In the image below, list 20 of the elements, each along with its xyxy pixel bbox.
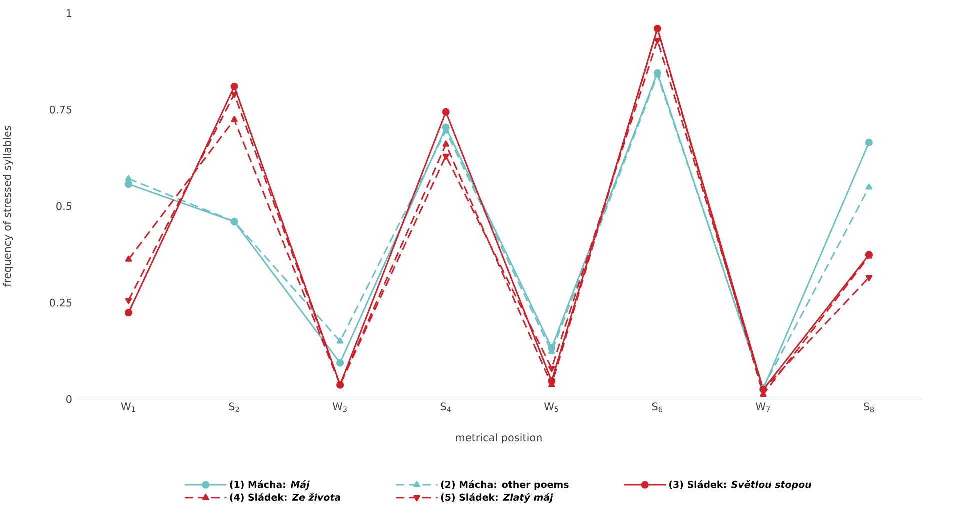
x-tick-label: S$_{2}$ — [229, 402, 240, 412]
y-tick-label: 0.25 — [50, 298, 72, 307]
x-tick-label: W$_{7}$ — [756, 402, 770, 412]
legend-label: (1) Mácha: Máj — [230, 480, 310, 490]
x-tick-label: S$_{6}$ — [652, 402, 663, 412]
x-tick-label: S$_{8}$ — [864, 402, 874, 412]
x-tick-label: S$_{4}$ — [440, 402, 452, 412]
legend-label: (2) Mácha: other poems — [441, 480, 569, 490]
y-tick-label: 1 — [67, 10, 72, 18]
legend-label: (3) Sládek: Světlou stopou — [670, 480, 812, 490]
x-axis-title: metrical position — [456, 434, 542, 444]
x-tick-label: W$_{3}$ — [332, 402, 347, 412]
legend-label: (4) Sládek: Ze života — [230, 493, 341, 502]
y-axis-title: frequency of stressed syllables — [3, 126, 14, 287]
x-tick-label: W$_{5}$ — [544, 402, 558, 412]
y-tick-label: 0.5 — [56, 202, 72, 210]
legend-label: (5) Sládek: Zlatý máj — [441, 493, 554, 503]
y-tick-label: 0 — [66, 395, 72, 404]
x-tick-label: W$_{1}$ — [121, 402, 136, 412]
y-tick-label: 0.75 — [50, 106, 72, 114]
